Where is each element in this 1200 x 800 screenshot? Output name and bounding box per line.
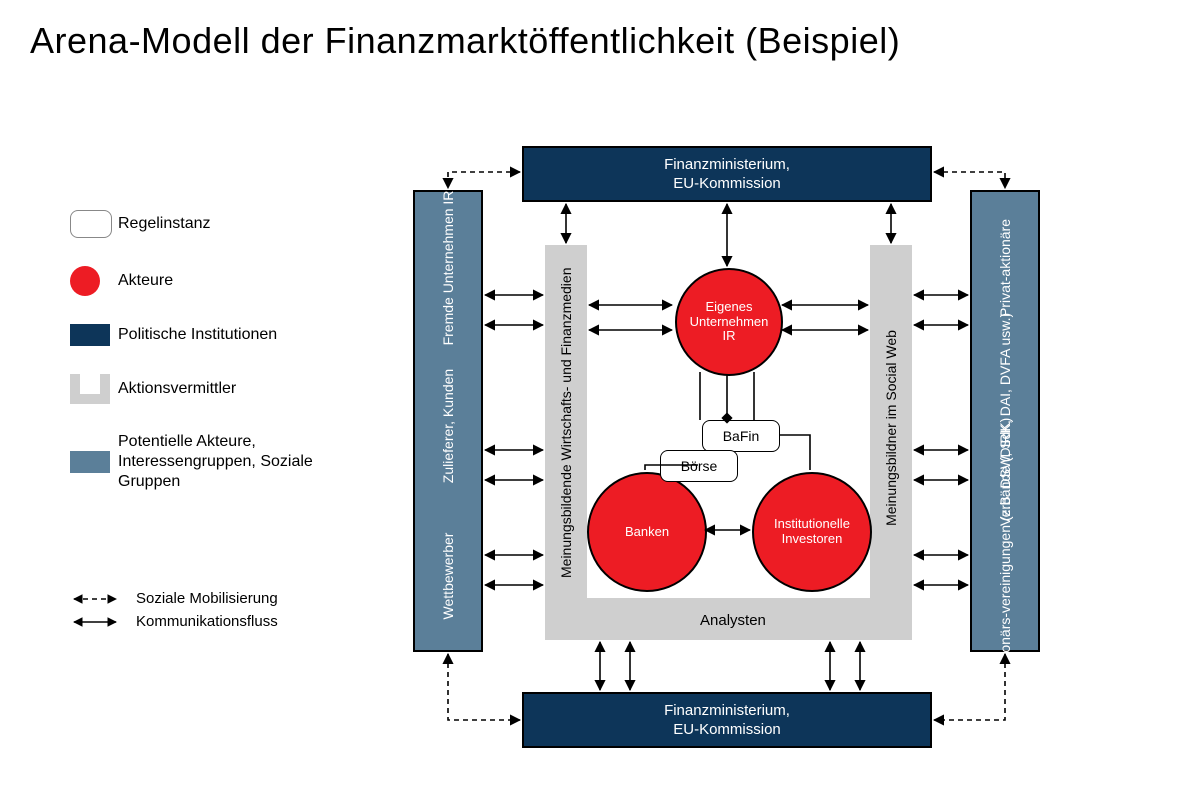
legend-aktionsvermittler: Aktionsvermittler	[70, 374, 350, 404]
actor-banken: Banken	[587, 472, 707, 592]
regulator-bafin: BaFin	[702, 420, 780, 452]
mediator-right-label: Meinungsbildner im Social Web	[883, 278, 899, 578]
page-title: Arena-Modell der Finanzmarktöffentlichke…	[30, 20, 900, 62]
legend-kom-fluss: Kommunikationsfluss	[70, 613, 278, 630]
legend: Regelinstanz Akteure Politische Institut…	[70, 210, 350, 520]
legend-kom-fluss-label: Kommunikationsfluss	[136, 613, 278, 630]
legend-politische: Politische Institutionen	[70, 324, 350, 346]
institution-bottom: Finanzministerium, EU-Kommission	[522, 692, 932, 748]
actor-eigenes: Eigenes Unternehmen IR	[675, 268, 783, 376]
swatch-aktionsvermittler	[70, 374, 118, 404]
legend-potentielle-label: Potentielle Akteure, Interessengruppen, …	[118, 432, 350, 492]
legend-potentielle: Potentielle Akteure, Interessengruppen, …	[70, 432, 350, 492]
legend-aktionsvermittler-label: Aktionsvermittler	[118, 379, 350, 399]
legend-politische-label: Politische Institutionen	[118, 325, 350, 345]
legend-arrows: Soziale Mobilisierung Kommunikationsflus…	[70, 590, 278, 636]
actor-institutionelle-investoren: Institutionelle Investoren	[752, 472, 872, 592]
diagram-stage: Arena-Modell der Finanzmarktöffentlichke…	[0, 0, 1200, 800]
swatch-akteure	[70, 266, 118, 296]
legend-akteure-label: Akteure	[118, 271, 350, 291]
regulator-boerse: Börse	[660, 450, 738, 482]
steel-left-label-2: Wettbewerber	[440, 476, 456, 676]
legend-soz-mob-label: Soziale Mobilisierung	[136, 590, 278, 607]
swatch-potentielle	[70, 451, 118, 473]
steel-right-label-2: Aktionärs-vereinigungen (z.B. DSW, SdK)	[997, 476, 1013, 676]
mediator-left-label: Meinungsbildende Wirtschafts- und Finanz…	[558, 278, 574, 578]
mediator-bottom-label: Analysten	[700, 612, 766, 629]
legend-regelinstanz: Regelinstanz	[70, 210, 350, 238]
legend-regelinstanz-label: Regelinstanz	[118, 214, 350, 234]
legend-solid-arrow-icon	[70, 615, 120, 629]
legend-akteure: Akteure	[70, 266, 350, 296]
legend-dashed-arrow-icon	[70, 592, 120, 606]
legend-soz-mob: Soziale Mobilisierung	[70, 590, 278, 607]
swatch-regelinstanz	[70, 210, 118, 238]
swatch-politische	[70, 324, 118, 346]
institution-top: Finanzministerium, EU-Kommission	[522, 146, 932, 202]
